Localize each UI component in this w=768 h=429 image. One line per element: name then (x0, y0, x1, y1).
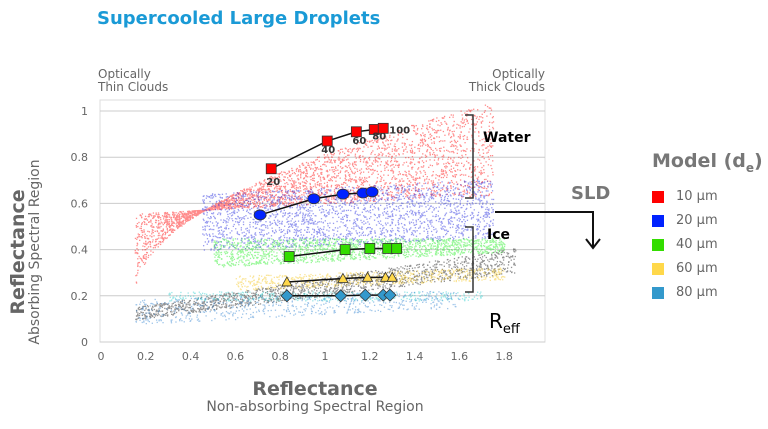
legend-swatch (652, 262, 664, 275)
point-cloud (135, 290, 461, 325)
data-point (265, 163, 277, 175)
point-label: 80 (372, 131, 386, 142)
legend-label: 40 µm (676, 237, 718, 253)
point-label: 20 (266, 177, 280, 188)
data-point (334, 289, 348, 303)
x-tick-label: 0.4 (182, 350, 200, 363)
legend-swatch (652, 238, 664, 251)
data-point (379, 271, 392, 282)
data-point (386, 271, 398, 282)
sld-label: SLD (571, 183, 610, 204)
data-point (350, 126, 362, 138)
legend-item: 40 µm (652, 233, 763, 257)
point-label: 60 (352, 136, 366, 147)
data-point (358, 288, 372, 302)
x-tick-label: 0 (98, 350, 105, 363)
x-tick-label: 0.6 (227, 350, 245, 363)
x-tick-label: 1.4 (406, 350, 424, 363)
y-tick-label: 0.6 (71, 197, 89, 210)
series-4 (280, 288, 397, 303)
y-tick-label: 0.4 (71, 244, 89, 257)
x-tick-label: 0.8 (271, 350, 289, 363)
point-label: 100 (389, 125, 410, 136)
data-point (253, 209, 267, 221)
series-1 (253, 186, 379, 221)
series-3 (281, 271, 398, 287)
y-tick-label: 1 (81, 105, 88, 118)
x-tick-label: 0.2 (137, 350, 155, 363)
legend-label: 60 µm (676, 261, 718, 277)
data-point (281, 276, 293, 287)
data-point (283, 251, 295, 262)
y-tick-label: 0.2 (71, 290, 89, 303)
x-tick-label: 1 (322, 350, 329, 363)
point-cloud (201, 179, 495, 251)
water-bracket (465, 114, 474, 199)
data-point (339, 244, 351, 256)
thick-clouds-note: Optically Thick Clouds (468, 67, 545, 94)
ice-bracket (465, 226, 474, 293)
legend-swatch (652, 190, 664, 203)
data-point (365, 186, 379, 198)
legend-label: 80 µm (676, 285, 718, 301)
reff-label: Reff (489, 309, 521, 337)
point-label: 40 (321, 145, 335, 156)
data-point (336, 188, 350, 200)
ice-label: Ice (487, 227, 510, 243)
y-tick-label: 0.8 (71, 151, 89, 164)
data-point (391, 243, 403, 254)
legend-title: Model (de) (652, 150, 763, 175)
point-cloud (135, 248, 517, 321)
data-point (280, 289, 294, 303)
data-point (383, 288, 397, 302)
data-point (361, 271, 374, 282)
sld-arrow (495, 211, 601, 250)
x-tick-label: 1.6 (451, 350, 469, 363)
data-point (377, 122, 389, 134)
legend-swatch (652, 286, 664, 299)
x-axis-label: Reflectance Non-absorbing Spectral Region (206, 378, 424, 416)
data-point (307, 193, 321, 205)
legend: Model (de) 10 µm 20 µm 40 µm 60 µm 80 µm (652, 150, 763, 305)
chart-title: Supercooled Large Droplets (97, 8, 381, 29)
point-cloud (134, 104, 495, 284)
legend-item: 60 µm (652, 257, 763, 281)
legend-item: 80 µm (652, 281, 763, 305)
x-tick-label: 1.2 (361, 350, 379, 363)
data-point (382, 243, 394, 254)
x-tick-label: 1.8 (495, 350, 513, 363)
y-tick-label: 0 (81, 336, 88, 349)
series-2 (283, 243, 403, 262)
data-point (364, 243, 376, 254)
legend-label: 20 µm (676, 213, 718, 229)
data-point (337, 272, 349, 283)
legend-swatch (652, 214, 664, 227)
water-label: Water (483, 130, 531, 146)
point-cloud (235, 267, 506, 291)
thin-clouds-note: Optically Thin Clouds (98, 67, 169, 94)
legend-label: 10 µm (676, 189, 718, 205)
legend-item: 20 µm (652, 209, 763, 233)
data-point (321, 135, 333, 147)
legend-item: 10 µm (652, 185, 763, 209)
